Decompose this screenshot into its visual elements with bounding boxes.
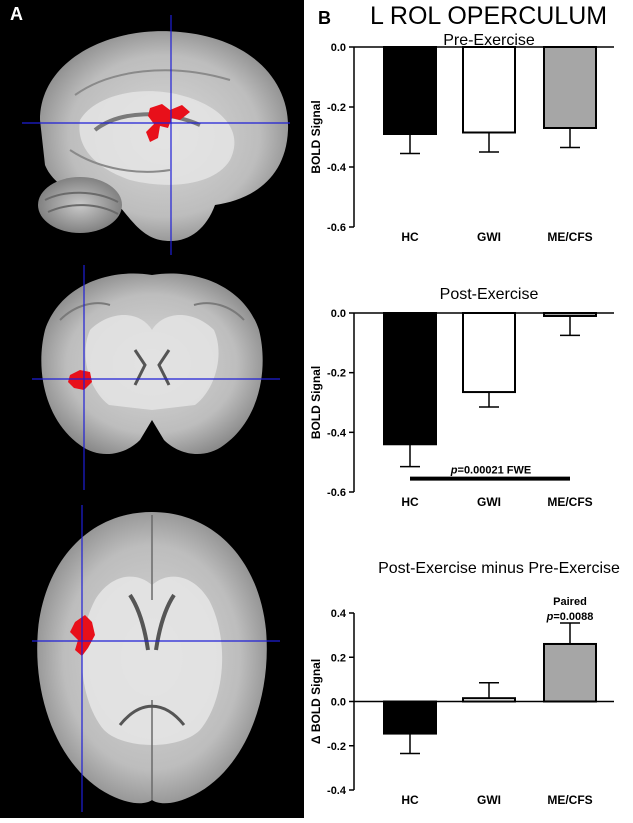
paired-label: Paired — [553, 596, 587, 608]
x-category-label: HC — [401, 495, 419, 509]
y-axis-label: Δ BOLD Signal — [309, 659, 323, 744]
x-category-label: GWI — [477, 230, 501, 244]
bar-hc — [383, 700, 437, 735]
figure-title: L ROL OPERCULUM — [370, 2, 608, 30]
y-tick-label: -0.2 — [327, 741, 346, 753]
x-category-label: ME/CFS — [547, 793, 592, 807]
chart-title: Post-Exercise minus Pre-Exercise — [378, 560, 620, 577]
bar-gwi — [462, 312, 516, 394]
significance-label: p=0.00021 FWE — [450, 465, 531, 477]
y-tick-label: 0.0 — [331, 697, 346, 709]
y-tick-label: 0.0 — [331, 308, 346, 320]
bar-hc — [383, 312, 437, 446]
y-tick-label: -0.4 — [327, 162, 347, 174]
chart-1: Pre-Exercise BOLD Signal 0.0 -0.2 -0.4 -0.6 HC… — [309, 32, 614, 244]
y-tick-label: 0.4 — [331, 608, 347, 620]
y-tick-label: -0.6 — [327, 222, 346, 234]
x-category-label: ME/CFS — [547, 495, 592, 509]
paired-p-value: p=0.0088 — [546, 611, 594, 623]
x-category-label: GWI — [477, 495, 501, 509]
brain-slices — [22, 15, 290, 812]
brain-images-panel: A — [0, 0, 304, 818]
x-category-label: GWI — [477, 793, 501, 807]
y-tick-label: -0.6 — [327, 487, 346, 499]
x-category-label: HC — [401, 230, 419, 244]
bar-hc — [383, 46, 437, 135]
bar-gwi — [462, 697, 516, 703]
chart-2: Post-Exercise BOLD Signal 0.0 -0.2 -0.4 -0.6 H… — [309, 286, 614, 509]
panel-a-label: A — [10, 4, 23, 24]
bar-mecfs — [543, 46, 597, 129]
panel-b-label: B — [318, 8, 331, 28]
bar-gwi — [462, 46, 516, 134]
y-axis-label: BOLD Signal — [309, 366, 323, 439]
y-tick-label: -0.2 — [327, 102, 346, 114]
charts-panel: B L ROL OPERCULUM Pre-Exercise BOLD Signa… — [304, 0, 633, 818]
axial-slice — [32, 505, 280, 812]
y-tick-label: 0.0 — [331, 42, 346, 54]
y-tick-label: 0.2 — [331, 652, 346, 664]
y-tick-label: -0.2 — [327, 368, 346, 380]
bar-mecfs — [543, 312, 597, 317]
activation-cluster-coronal — [68, 370, 92, 390]
chart-3: Post-Exercise minus Pre-Exercise Δ BOLD S… — [309, 560, 620, 807]
x-category-label: HC — [401, 793, 419, 807]
bar-mecfs — [543, 642, 597, 703]
coronal-slice — [32, 265, 280, 490]
y-axis-label: BOLD Signal — [309, 100, 323, 173]
sagittal-slice — [22, 15, 290, 255]
bar-charts: Pre-Exercise BOLD Signal 0.0 -0.2 -0.4 -0.6 HC… — [309, 32, 620, 807]
x-category-label: ME/CFS — [547, 230, 592, 244]
chart-title: Pre-Exercise — [443, 32, 535, 49]
y-tick-label: -0.4 — [327, 785, 347, 797]
y-tick-label: -0.4 — [327, 427, 347, 439]
chart-title: Post-Exercise — [440, 286, 539, 303]
